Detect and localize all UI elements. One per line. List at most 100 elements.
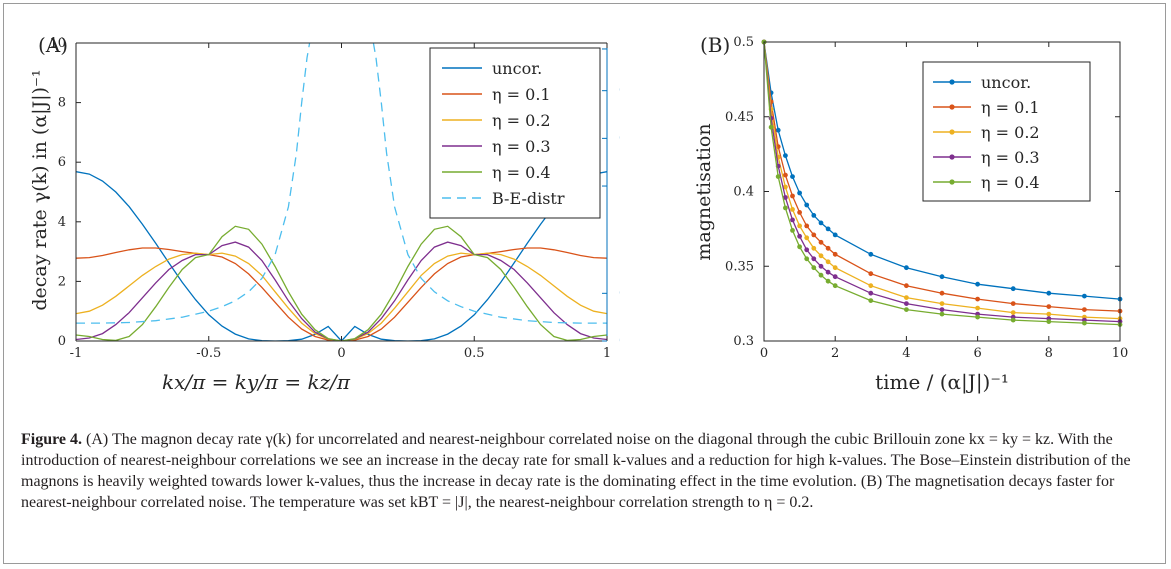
data-point (825, 269, 831, 275)
y-right-tick-label: 0 (619, 334, 620, 349)
data-point (811, 213, 817, 218)
data-point (975, 314, 980, 320)
data-point (1082, 307, 1087, 312)
panel-label-b: (B) (700, 33, 730, 57)
series-line-be-distr-branch-1 (76, 43, 311, 324)
data-point (939, 301, 945, 306)
data-point (804, 256, 810, 262)
y-tick-label: 8 (58, 96, 66, 111)
y-right-tick-label: 1 (619, 42, 620, 57)
data-point (811, 245, 817, 251)
data-point (790, 217, 795, 223)
data-point (818, 239, 824, 245)
y-tick-label: 10 (49, 36, 66, 51)
data-point (804, 202, 810, 208)
x-tick-label: 0 (760, 346, 768, 361)
data-point (768, 124, 774, 130)
y-tick-label: 6 (58, 155, 66, 170)
x-tick-label: 4 (902, 346, 910, 361)
legend-label: η = 0.3 (981, 148, 1040, 167)
data-point (939, 307, 945, 312)
data-point (825, 245, 831, 251)
x-tick-label: 0.5 (464, 346, 485, 361)
data-point (1082, 293, 1087, 299)
legend-label: η = 0.2 (492, 111, 551, 130)
legend-label: η = 0.1 (981, 98, 1040, 117)
panel-label-a: (A) (38, 33, 68, 57)
data-point (939, 311, 945, 317)
x-tick-label: -0.5 (196, 346, 221, 361)
caption-text: (A) The magnon decay rate γ(k) for uncor… (21, 431, 1131, 511)
data-point (825, 226, 831, 232)
data-point (868, 283, 874, 289)
y-tick-label: 0.3 (733, 334, 754, 349)
legend-label: η = 0.1 (492, 85, 551, 104)
data-point (811, 232, 817, 238)
x-tick-label: 1 (603, 346, 611, 361)
figure-caption: Figure 4. (A) The magnon decay rate γ(k)… (21, 429, 1151, 513)
data-point (939, 290, 945, 296)
data-point (1082, 320, 1087, 326)
data-point (975, 296, 980, 302)
x-axis-label: time / (α|J|)⁻¹ (875, 370, 1009, 395)
data-point (790, 174, 795, 180)
data-point (811, 265, 817, 271)
legend-label: uncor. (981, 73, 1031, 92)
data-point (804, 235, 810, 241)
series-line-2 (76, 252, 607, 341)
legend-label: uncor. (492, 59, 542, 78)
x-tick-label: 6 (973, 346, 981, 361)
data-point (804, 223, 810, 229)
data-point (790, 207, 795, 212)
data-point (832, 283, 838, 289)
data-point (904, 295, 909, 300)
data-point (1046, 290, 1052, 296)
data-point (783, 172, 788, 178)
data-point (868, 298, 874, 303)
data-point (818, 272, 824, 278)
y-tick-label: 0.5 (733, 35, 754, 50)
data-point (1010, 317, 1016, 323)
series-line-3 (76, 241, 607, 341)
data-point (804, 247, 810, 253)
x-tick-label: 0 (337, 346, 345, 361)
data-point (783, 205, 788, 211)
series-line-1 (76, 247, 607, 341)
y-tick-label: 0.35 (725, 259, 754, 274)
y-axis-label: decay rate γ(k) in (α|J|)⁻¹ (29, 69, 51, 310)
y-axis-label: magnetisation (693, 123, 715, 260)
x-tick-label: -1 (70, 346, 83, 361)
data-point (797, 223, 802, 229)
data-point (790, 228, 795, 233)
data-point (797, 190, 802, 196)
data-point (825, 259, 831, 265)
legend-marker (949, 104, 955, 110)
data-point (797, 244, 802, 250)
data-point (818, 263, 824, 269)
data-point (904, 265, 909, 271)
data-point (832, 232, 838, 238)
data-point (975, 281, 980, 287)
x-tick-label: 2 (831, 346, 839, 361)
data-point (868, 251, 874, 257)
legend-marker (949, 179, 955, 185)
data-point (797, 233, 802, 239)
data-point (1010, 286, 1016, 292)
data-point (904, 307, 909, 312)
data-point (1010, 301, 1016, 306)
data-point (1046, 304, 1052, 309)
chart-b: 0 2 4 6 8 10 0.3 0.35 0.4 0.45 0.5 time / (α|J|)⁻¹ m… (693, 33, 1128, 395)
data-point (904, 283, 909, 289)
data-point (775, 127, 781, 133)
legend-marker (949, 129, 955, 135)
x-axis-label: kx/π = ky/π = kz/π (162, 370, 351, 394)
data-point (868, 271, 874, 277)
data-point (818, 220, 824, 226)
data-point (811, 256, 817, 262)
data-point (1010, 310, 1016, 315)
y-right-tick-label: 1 (619, 179, 620, 194)
data-point (790, 193, 795, 199)
data-point (832, 251, 838, 257)
series-line-0 (76, 171, 607, 341)
y-tick-label: 0.45 (725, 110, 754, 125)
